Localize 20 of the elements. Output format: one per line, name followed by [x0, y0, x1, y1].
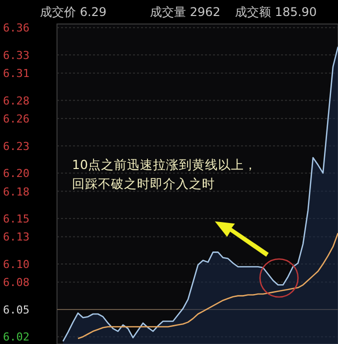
y-tick-label: 6.15 [3, 212, 30, 226]
y-tick-label: 6.26 [3, 112, 30, 126]
y-tick-label: 6.08 [3, 276, 30, 290]
y-tick-label: 6.23 [3, 140, 30, 153]
y-tick-label: 6.02 [3, 330, 30, 344]
y-tick-label: 6.05 [3, 303, 30, 316]
y-tick-label: 6.10 [3, 258, 30, 271]
y-tick-label: 6.33 [3, 48, 30, 62]
y-tick-label: 6.31 [3, 67, 30, 80]
line-series [77, 232, 338, 340]
y-tick-label: 6.18 [3, 185, 30, 198]
text: 成交价 6.29 [40, 5, 107, 19]
text: 成交量 2962 [150, 5, 220, 19]
y-tick-label: 6.28 [3, 94, 30, 108]
y-tick-label: 6.20 [3, 167, 30, 180]
text: 成交额 185.90 [235, 5, 317, 19]
y-tick-label: 6.36 [3, 22, 30, 35]
annotation: 10点之前迅速拉涨到黄线以上， [72, 156, 257, 174]
annotation: 回踩不破之时即介入之时 [72, 175, 215, 193]
y-tick-label: 6.13 [3, 230, 30, 244]
